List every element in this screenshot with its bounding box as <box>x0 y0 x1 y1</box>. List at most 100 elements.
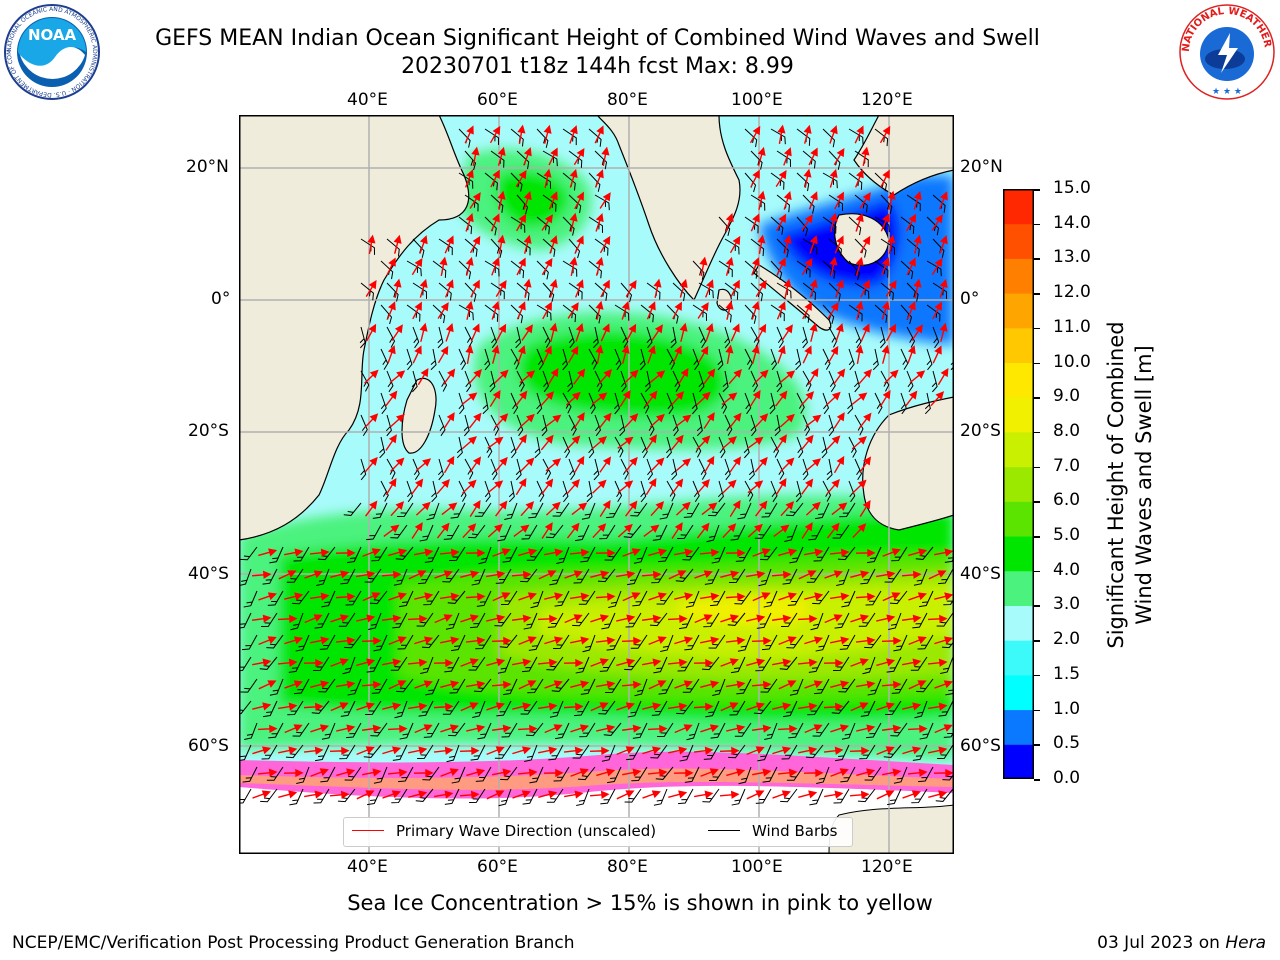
wave-arrow <box>720 702 739 712</box>
wave-arrow <box>439 256 448 276</box>
wave-arrow <box>755 280 767 298</box>
wind-barb <box>598 700 616 715</box>
wave-arrow <box>939 322 948 342</box>
wind-barb <box>510 348 520 370</box>
wave-arrow <box>356 746 375 756</box>
colorbar-swatches <box>1003 189 1034 780</box>
wave-arrow <box>570 636 590 645</box>
wave-arrow <box>433 702 454 711</box>
wind-barb <box>522 656 538 673</box>
colorbar-tick-label: 9.0 <box>1053 386 1081 407</box>
wave-arrow <box>934 636 954 645</box>
wave-arrow <box>670 391 685 407</box>
wind-barb <box>269 678 284 696</box>
wave-arrow <box>439 548 460 557</box>
wind-barb <box>391 788 408 804</box>
wind-barb <box>484 348 491 371</box>
wind-barb <box>588 348 598 370</box>
wind-barb <box>242 766 258 783</box>
wave-arrow <box>720 570 740 579</box>
wave-arrow <box>928 702 948 711</box>
wind-barb <box>523 612 538 630</box>
lon-tick-bottom-100e: 100°E <box>731 857 783 877</box>
wave-arrow <box>382 702 402 711</box>
lon-tick-top-60e: 60°E <box>477 90 518 110</box>
wind-barb <box>406 260 422 277</box>
wind-barb <box>634 678 648 697</box>
wave-arrow <box>860 279 870 298</box>
colorbar-bin <box>1003 327 1034 364</box>
wave-arrow <box>258 636 277 646</box>
wave-arrow <box>616 702 635 711</box>
wind-barb <box>475 634 492 650</box>
wind-barb <box>520 700 538 715</box>
wind-barb <box>821 436 828 459</box>
wave-arrow <box>519 370 536 384</box>
wave-arrow <box>544 548 564 557</box>
wave-arrow <box>566 522 580 539</box>
wind-barb <box>553 634 570 650</box>
wave-arrow <box>518 592 537 601</box>
wave-arrow <box>720 658 739 667</box>
wave-arrow <box>647 724 668 734</box>
wave-arrow <box>491 636 512 646</box>
wave-arrow <box>805 501 821 516</box>
wind-barb <box>789 678 804 696</box>
wind-barb <box>627 568 642 586</box>
wave-arrow <box>913 278 922 298</box>
wave-arrow <box>571 502 588 516</box>
wave-arrow <box>284 724 303 734</box>
wind-barb <box>372 502 388 519</box>
wave-arrow <box>336 724 356 733</box>
wind-barb <box>536 304 552 321</box>
wave-arrow <box>902 746 922 755</box>
wave-arrow <box>356 790 375 800</box>
wind-barb <box>712 678 726 697</box>
wind-barb <box>625 612 642 628</box>
wind-barb <box>910 656 928 671</box>
wave-arrow <box>674 548 694 557</box>
wave-arrow <box>752 768 772 777</box>
wave-arrow <box>887 190 896 210</box>
wind-barb <box>848 348 855 371</box>
wave-arrow <box>778 636 797 646</box>
wave-arrow <box>518 548 538 557</box>
wind-barb <box>496 700 512 717</box>
wave-arrow <box>808 147 818 166</box>
wave-arrow <box>544 592 564 601</box>
wave-arrow <box>693 658 714 668</box>
wind-barb <box>769 392 776 415</box>
wave-arrow <box>387 345 396 364</box>
wave-arrow <box>543 168 552 188</box>
wave-arrow <box>548 147 558 166</box>
wave-arrow <box>389 370 406 384</box>
wave-arrow <box>624 369 639 384</box>
wave-arrow <box>518 680 537 690</box>
wind-barb <box>347 678 362 696</box>
wave-arrow <box>913 190 922 210</box>
wave-arrow <box>696 522 710 539</box>
noaa-logo: NATIONAL OCEANIC AND ATMOSPHERIC ADMINIS… <box>0 0 101 101</box>
wave-arrow <box>538 746 558 755</box>
wave-arrow <box>541 478 554 495</box>
wave-arrow <box>592 479 607 494</box>
wave-arrow <box>803 768 824 778</box>
wind-barb <box>344 634 362 649</box>
wind-barb <box>724 238 740 255</box>
wind-barb <box>430 348 437 371</box>
wave-arrow <box>459 790 480 799</box>
wind-barb <box>835 744 850 762</box>
wind-barb <box>926 260 942 277</box>
wind-barb <box>438 414 446 437</box>
wind-barb <box>865 590 882 606</box>
wave-arrow <box>466 768 486 777</box>
wave-arrow <box>444 235 454 254</box>
wave-arrow <box>622 768 642 777</box>
wind-barb <box>562 216 575 236</box>
wave-arrow <box>693 746 714 755</box>
wave-arrow <box>494 369 509 384</box>
wind-barb <box>599 524 616 540</box>
wind-barb <box>938 700 954 717</box>
wind-barb <box>475 766 492 782</box>
wave-arrow <box>517 768 538 777</box>
